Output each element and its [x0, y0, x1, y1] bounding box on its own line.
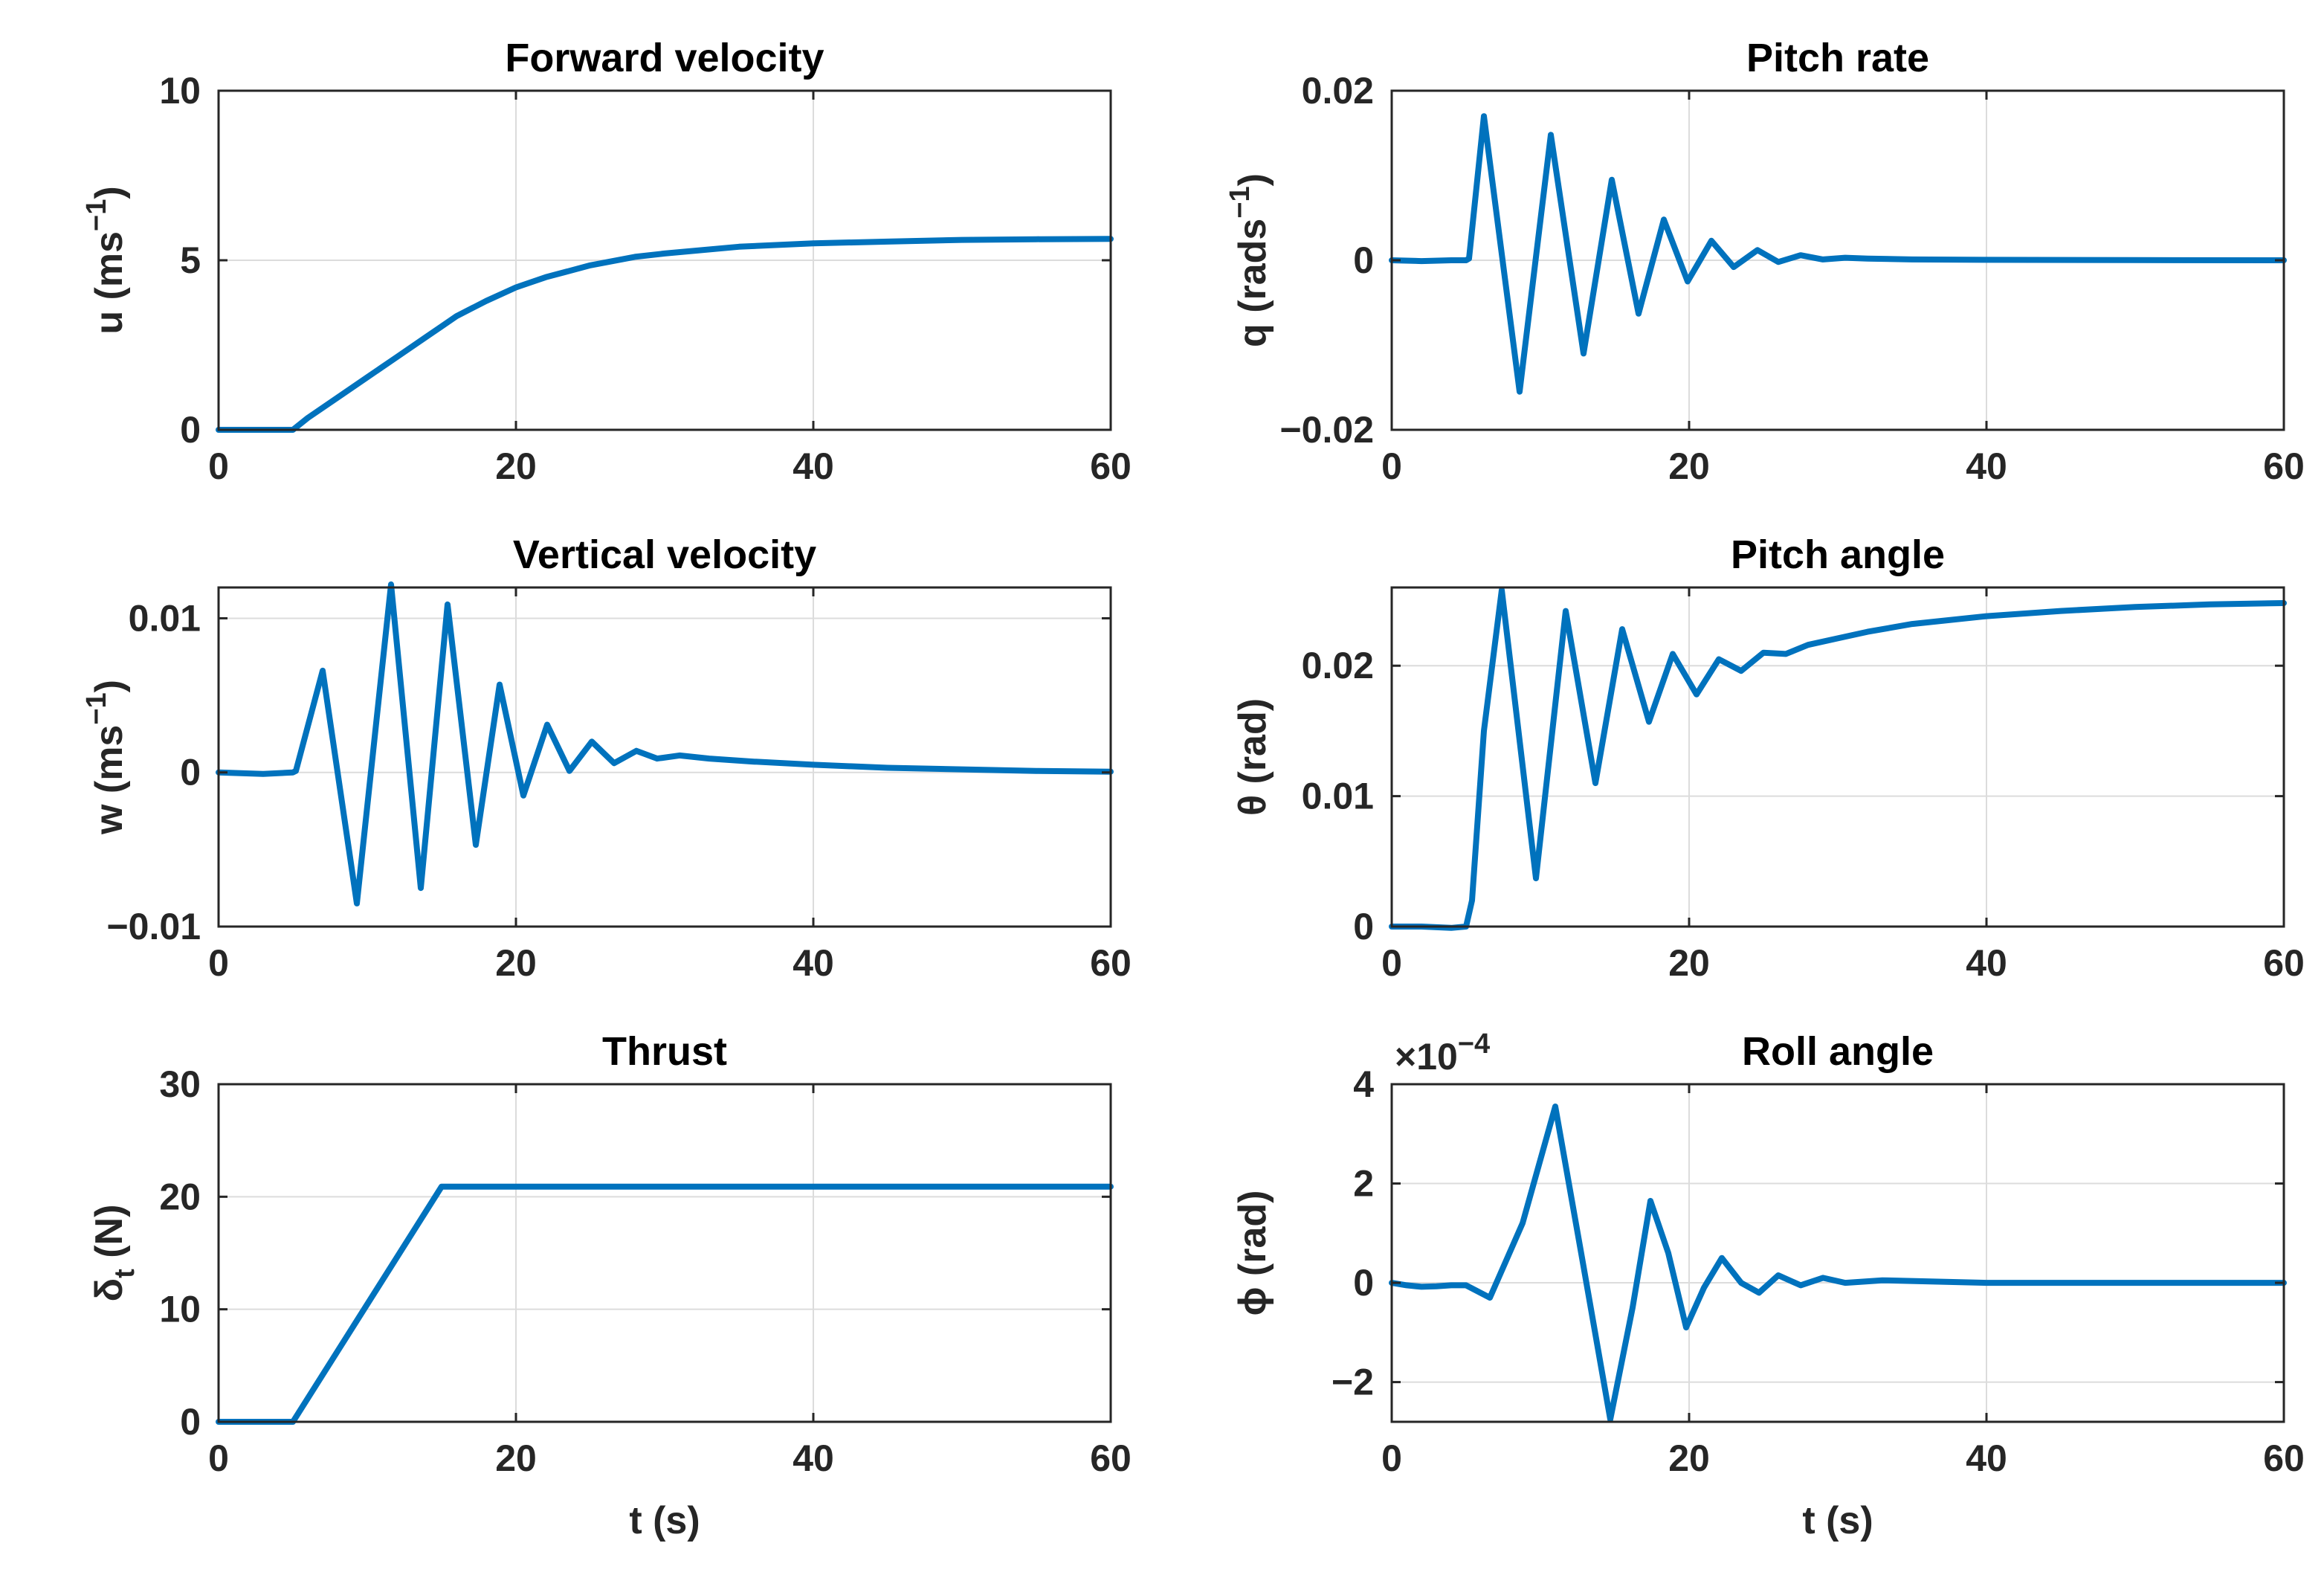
chart-title: Vertical velocity: [513, 532, 816, 577]
y-tick-label: 0: [180, 752, 201, 793]
x-tick-label: 0: [208, 942, 229, 984]
series-line: [216, 1183, 1114, 1425]
axis-exponent-power: −4: [1458, 1028, 1490, 1060]
y-axis-label-superscript: −1: [81, 692, 112, 724]
series-line: [1389, 1104, 2287, 1423]
y-axis-label-tail: ): [88, 680, 131, 692]
y-axis-label-subscript: t: [109, 1269, 141, 1278]
x-tick-label: 60: [1090, 942, 1132, 984]
x-tick-label: 60: [2263, 942, 2305, 984]
y-axis-label-superscript: −1: [1224, 186, 1256, 218]
x-tick-label: 40: [793, 445, 834, 487]
chart-title: Thrust: [602, 1029, 727, 1074]
x-tick-label: 40: [793, 1437, 834, 1479]
y-axis-label: q (rads−1): [1224, 173, 1274, 347]
axes-frame: [1390, 1083, 2285, 1423]
x-tick-label: 40: [1966, 445, 2007, 487]
x-tick-label: 60: [1090, 445, 1132, 487]
axis-exponent-base: ×10: [1395, 1036, 1458, 1078]
y-tick-label: 0: [1353, 906, 1374, 947]
chart-title: Pitch rate: [1746, 36, 1929, 80]
x-tick-label: 0: [208, 1437, 229, 1479]
y-axis-label-text: w (ms: [88, 725, 131, 835]
x-axis-label: t (s): [1802, 1499, 1873, 1542]
chart-title: Pitch angle: [1731, 532, 1945, 577]
y-axis-label-text: q (rads: [1231, 219, 1274, 347]
y-axis-label-text: δ: [88, 1278, 131, 1302]
axes-frame: [1390, 586, 2285, 928]
y-tick-label: 0: [1353, 239, 1374, 281]
y-tick-label: 20: [159, 1176, 201, 1217]
x-tick-label: 40: [1966, 942, 2007, 984]
y-tick-label: −2: [1332, 1362, 1374, 1403]
y-tick-label: 0: [180, 409, 201, 451]
x-tick-label: 60: [2263, 1437, 2305, 1479]
y-axis-label-text: θ (rad): [1231, 698, 1274, 816]
y-axis-label: w (ms−1): [81, 680, 131, 835]
y-tick-label: 5: [180, 239, 201, 281]
chart-title: Forward velocity: [505, 36, 824, 80]
axes-frame: [217, 1083, 1112, 1423]
x-tick-label: 20: [1668, 1437, 1710, 1479]
y-axis-label-superscript: −1: [81, 199, 112, 231]
y-tick-label: 10: [159, 1289, 201, 1330]
x-tick-label: 0: [1381, 1437, 1402, 1479]
y-axis-label: u (ms−1): [81, 186, 131, 334]
x-tick-label: 0: [208, 445, 229, 487]
y-axis-label-tail: (N): [88, 1205, 131, 1269]
y-tick-label: 0.02: [1302, 645, 1374, 686]
y-tick-label: 0.01: [129, 597, 201, 639]
x-tick-label: 0: [1381, 942, 1402, 984]
x-tick-label: 60: [2263, 445, 2305, 487]
series-line: [216, 236, 1114, 433]
y-axis-label-tail: ): [1231, 173, 1274, 186]
axes-frame: [217, 586, 1112, 928]
x-tick-label: 20: [495, 445, 537, 487]
x-tick-label: 40: [1966, 1437, 2007, 1479]
y-tick-label: 0: [180, 1401, 201, 1443]
chart-title: Roll angle: [1742, 1029, 1934, 1074]
subplot-forward-velocity: 0 20 40 60 0 5 10 Forward velocity u (ms−1): [81, 36, 1132, 487]
y-axis-label-tail: ): [88, 186, 131, 199]
subplot-thrust: 0 20 40 60 0 10 20 30 Thrust t (s) δt (N): [88, 1029, 1132, 1542]
x-tick-label: 20: [1668, 942, 1710, 984]
x-tick-label: 40: [793, 942, 834, 984]
y-axis-label: δt (N): [88, 1205, 141, 1302]
x-tick-label: 20: [495, 942, 537, 984]
x-axis-label: t (s): [629, 1499, 700, 1542]
y-axis-label: θ (rad): [1231, 698, 1274, 816]
x-tick-label: 60: [1090, 1437, 1132, 1479]
y-tick-label: 10: [159, 70, 201, 112]
y-axis-label-text: ϕ (rad): [1231, 1191, 1274, 1316]
y-tick-label: 0.02: [1302, 70, 1374, 112]
x-tick-label: 0: [1381, 445, 1402, 487]
x-tick-label: 20: [495, 1437, 537, 1479]
y-axis-label: ϕ (rad): [1231, 1191, 1274, 1316]
y-tick-label: 4: [1353, 1063, 1374, 1105]
x-tick-label: 20: [1668, 445, 1710, 487]
series-line: [216, 581, 1114, 906]
y-tick-label: 0: [1353, 1262, 1374, 1304]
series-line: [1389, 587, 2287, 931]
y-tick-label: 0.01: [1302, 776, 1374, 817]
axis-exponent: ×10−4: [1395, 1028, 1490, 1078]
series-line: [1389, 113, 2287, 395]
y-tick-label: 30: [159, 1063, 201, 1105]
y-tick-label: −0.02: [1279, 409, 1374, 451]
y-tick-label: 2: [1353, 1163, 1374, 1205]
y-tick-label: −0.01: [106, 906, 201, 947]
y-axis-label-text: u (ms: [88, 231, 131, 335]
subplot-pitch-angle: 0 20 40 60 0 0.01 0.02 Pitch angle θ (rad): [1231, 532, 2305, 984]
